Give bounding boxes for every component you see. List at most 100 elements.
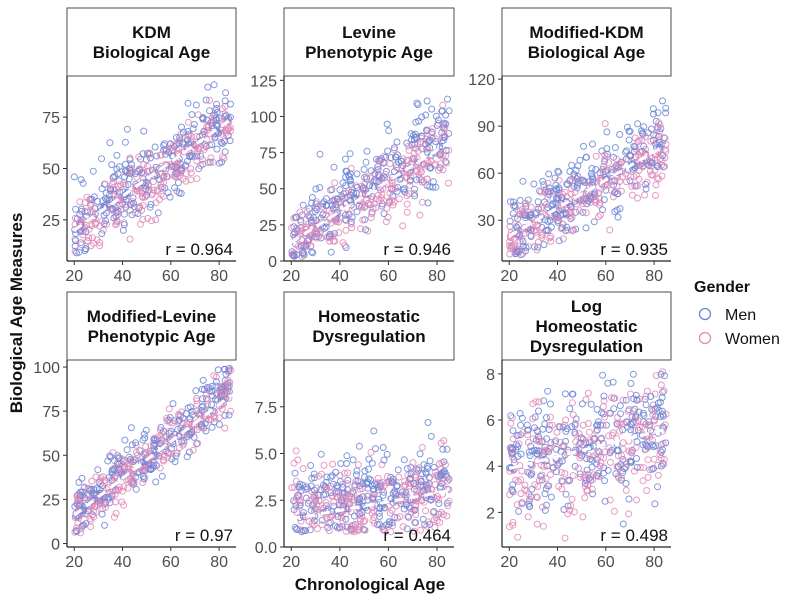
point-men	[360, 203, 368, 211]
point-men	[208, 382, 216, 390]
point-women	[140, 161, 148, 168]
point-men	[442, 111, 450, 119]
point-women	[411, 190, 418, 197]
point-women	[596, 462, 604, 470]
point-women	[581, 494, 589, 502]
point-women	[423, 157, 431, 164]
point-women	[558, 469, 565, 476]
x-tick-label: 20	[282, 268, 300, 285]
point-men	[399, 162, 407, 170]
point-men	[356, 495, 364, 503]
point-women	[440, 437, 448, 445]
point-women	[639, 477, 647, 485]
point-men	[299, 509, 307, 516]
point-women	[539, 437, 546, 445]
point-women	[294, 242, 302, 250]
point-men	[620, 465, 628, 473]
x-tick-label: 40	[114, 268, 132, 285]
point-women	[399, 155, 407, 163]
point-women	[445, 497, 453, 505]
point-men	[623, 123, 631, 131]
y-tick-label: 2.5	[255, 493, 277, 510]
point-men	[330, 163, 338, 171]
point-women	[198, 155, 206, 163]
point-women	[313, 525, 321, 533]
point-women	[601, 120, 609, 128]
point-men	[513, 441, 520, 449]
panel-6-strip	[501, 291, 672, 361]
point-men	[347, 188, 355, 196]
point-women	[511, 241, 518, 249]
panel-2-strip	[283, 7, 455, 77]
point-women	[79, 228, 87, 236]
point-women	[662, 141, 670, 148]
point-women	[661, 421, 669, 429]
point-women	[339, 517, 347, 525]
point-men	[376, 504, 384, 511]
point-women	[399, 523, 407, 531]
point-men	[619, 468, 627, 476]
point-men	[642, 401, 650, 409]
point-men	[379, 523, 386, 531]
point-women	[620, 458, 628, 466]
point-women	[114, 183, 122, 191]
point-men	[656, 138, 663, 146]
point-women	[521, 223, 528, 231]
point-women	[169, 162, 177, 170]
point-men	[128, 441, 136, 449]
point-men	[592, 166, 600, 173]
point-men	[360, 166, 368, 173]
point-women	[653, 174, 661, 182]
point-men	[127, 455, 134, 463]
point-men	[89, 167, 97, 175]
point-women	[505, 523, 513, 531]
x-tick-label: 60	[597, 554, 615, 571]
point-men	[511, 202, 519, 209]
point-women	[383, 204, 391, 212]
point-women	[349, 496, 357, 504]
point-women	[359, 216, 367, 224]
point-women	[518, 500, 526, 508]
point-men	[290, 223, 298, 231]
point-men	[363, 479, 370, 487]
point-men	[397, 157, 405, 165]
legend: Gender Men Women	[694, 279, 780, 348]
point-women	[619, 396, 627, 404]
point-men	[188, 111, 196, 119]
point-men	[206, 158, 214, 166]
point-women	[378, 461, 386, 469]
point-women	[144, 214, 152, 222]
point-women	[210, 372, 218, 380]
point-women	[535, 398, 543, 406]
panel-3-r-label: r = 0.935	[600, 240, 668, 259]
point-women	[440, 511, 447, 519]
point-women	[575, 440, 583, 448]
point-men	[365, 475, 373, 483]
point-men	[320, 491, 328, 499]
point-women	[655, 175, 663, 183]
point-men	[98, 230, 106, 238]
point-men	[427, 164, 435, 172]
point-women	[330, 498, 338, 506]
point-men	[582, 224, 590, 232]
point-men	[113, 165, 121, 173]
point-women	[190, 152, 198, 160]
point-men	[169, 400, 177, 408]
point-men	[337, 460, 345, 467]
point-women	[145, 454, 153, 462]
point-women	[625, 510, 633, 518]
point-women	[396, 513, 404, 521]
panel-1-r-label: r = 0.964	[165, 240, 233, 259]
point-women	[77, 241, 85, 249]
point-men	[346, 173, 353, 181]
point-women	[646, 433, 654, 441]
point-women	[595, 213, 602, 221]
point-men	[555, 237, 563, 245]
point-women	[657, 381, 665, 389]
point-men	[109, 205, 117, 213]
point-men	[633, 463, 641, 471]
y-tick-label: 0.0	[255, 540, 277, 557]
point-women	[558, 220, 566, 228]
point-men	[101, 521, 108, 529]
point-men	[555, 459, 563, 467]
